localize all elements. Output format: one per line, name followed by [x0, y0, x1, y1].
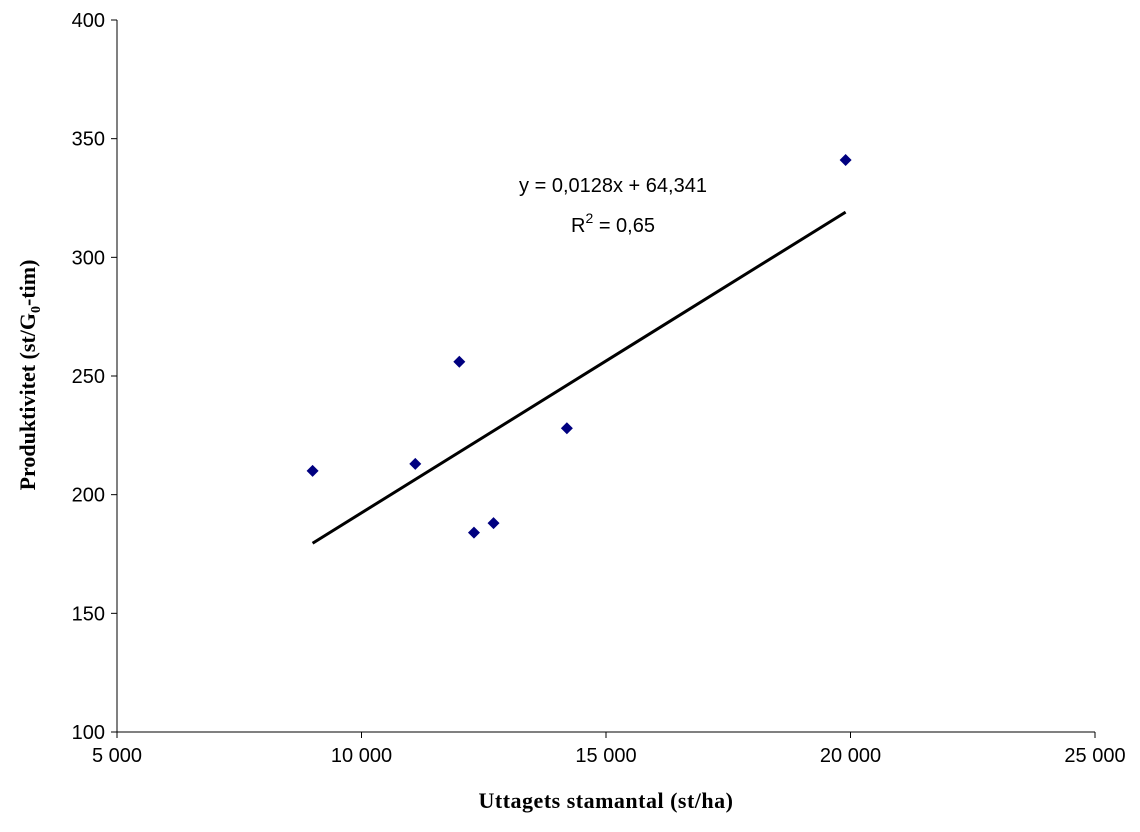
data-point-diamond: [453, 355, 466, 368]
data-point-diamond: [467, 526, 480, 539]
y-axis-title-prefix: Produktivitet (st/G: [15, 313, 40, 490]
r-squared-value: = 0,65: [593, 215, 655, 237]
y-tick-label: 400: [72, 10, 105, 32]
x-tick-label: 25 000: [1064, 745, 1125, 767]
y-axis-title: Produktivitet (st/G0-tim): [15, 260, 44, 491]
y-tick-label: 100: [72, 722, 105, 744]
trend-equation: y = 0,0128x + 64,341: [519, 175, 707, 197]
y-ticks: 100 150 200 250 300 350 400: [72, 10, 117, 744]
data-point-diamond: [409, 457, 422, 470]
x-tick-label: 5 000: [92, 745, 142, 767]
x-tick-label: 10 000: [331, 745, 392, 767]
trendline: [311, 210, 847, 545]
data-points: [306, 154, 852, 539]
y-tick-label: 350: [72, 129, 105, 151]
data-point-diamond: [487, 517, 500, 530]
x-axis-title: Uttagets stamantal (st/ha): [479, 788, 734, 813]
y-tick-label: 250: [72, 366, 105, 388]
x-tick-label: 20 000: [820, 745, 881, 767]
y-tick-label: 200: [72, 485, 105, 507]
r-squared-label: R2 = 0,65: [571, 210, 655, 237]
data-point-diamond: [839, 154, 852, 167]
data-point-diamond: [560, 422, 573, 435]
plot-area: 100 150 200 250 300 350 400 5 000 10 000 15 000 2…: [72, 10, 1126, 767]
r-squared-r: R: [571, 215, 585, 237]
y-axis-title-suffix: -tim): [15, 260, 40, 306]
r-squared-exponent: 2: [585, 210, 593, 226]
data-point-diamond: [306, 464, 319, 477]
y-tick-label: 300: [72, 247, 105, 269]
x-ticks: 5 000 10 000 15 000 20 000 25 000: [92, 732, 1126, 767]
y-tick-label: 150: [72, 603, 105, 625]
y-axis-title-subscript: 0: [29, 306, 44, 313]
x-tick-label: 15 000: [575, 745, 636, 767]
